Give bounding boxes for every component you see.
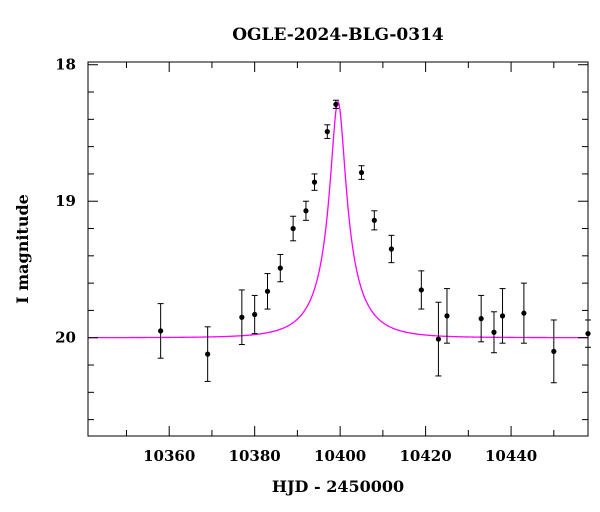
data-marker xyxy=(521,310,527,316)
data-point xyxy=(157,303,164,359)
y-tick-label: 19 xyxy=(55,192,76,210)
data-marker xyxy=(418,287,424,293)
data-marker xyxy=(388,246,395,252)
x-tick-label: 10360 xyxy=(143,447,195,465)
data-marker xyxy=(290,225,296,232)
data-point xyxy=(324,124,331,139)
y-tick-label: 20 xyxy=(55,329,76,347)
data-marker xyxy=(358,169,365,176)
data-point xyxy=(264,273,271,310)
data-marker xyxy=(444,313,450,319)
data-marker xyxy=(311,179,318,185)
data-point xyxy=(358,165,365,180)
data-marker xyxy=(499,313,506,319)
data-marker xyxy=(435,336,442,342)
data-point xyxy=(443,288,450,344)
data-marker xyxy=(264,288,271,294)
data-point xyxy=(238,289,245,346)
data-marker xyxy=(239,314,245,320)
data-marker xyxy=(551,348,557,354)
data-marker xyxy=(371,217,377,223)
axes: 10360 10380 10400 10420 10440 18 19 20 xyxy=(55,56,588,465)
data-point xyxy=(478,294,485,343)
x-tick-label: 10420 xyxy=(400,447,452,465)
data-point xyxy=(499,288,506,344)
data-point xyxy=(418,270,425,310)
data-point xyxy=(332,99,339,109)
x-tick-label: 10440 xyxy=(485,447,537,465)
x-axis-label: HJD - 2450000 xyxy=(272,477,404,496)
data-marker xyxy=(158,328,164,334)
data-point xyxy=(550,319,557,384)
x-tick-label: 10400 xyxy=(314,447,366,465)
model-curve xyxy=(88,99,588,339)
data-marker xyxy=(478,316,484,322)
chart-title: OGLE-2024-BLG-0314 xyxy=(232,25,444,45)
y-axis-label: I magnitude xyxy=(13,194,32,304)
data-marker xyxy=(324,129,330,135)
data-point xyxy=(290,215,297,242)
data-marker xyxy=(205,351,211,357)
data-marker xyxy=(277,265,283,271)
data-point xyxy=(251,294,258,335)
data-marker xyxy=(491,329,497,335)
y-tick-label: 18 xyxy=(55,56,76,74)
x-tick-label: 10380 xyxy=(229,447,281,465)
data-point xyxy=(435,301,442,377)
data-point xyxy=(520,282,527,344)
data-point xyxy=(490,311,497,354)
data-point xyxy=(204,326,211,382)
data-point xyxy=(311,173,318,191)
plot-frame xyxy=(87,61,589,437)
data-marker xyxy=(333,101,339,107)
plot-area xyxy=(88,99,591,384)
data-marker xyxy=(252,311,258,318)
data-marker xyxy=(303,208,309,214)
data-point xyxy=(277,253,284,283)
data-point xyxy=(371,210,378,231)
data-point xyxy=(388,234,395,264)
data-point xyxy=(302,200,309,221)
